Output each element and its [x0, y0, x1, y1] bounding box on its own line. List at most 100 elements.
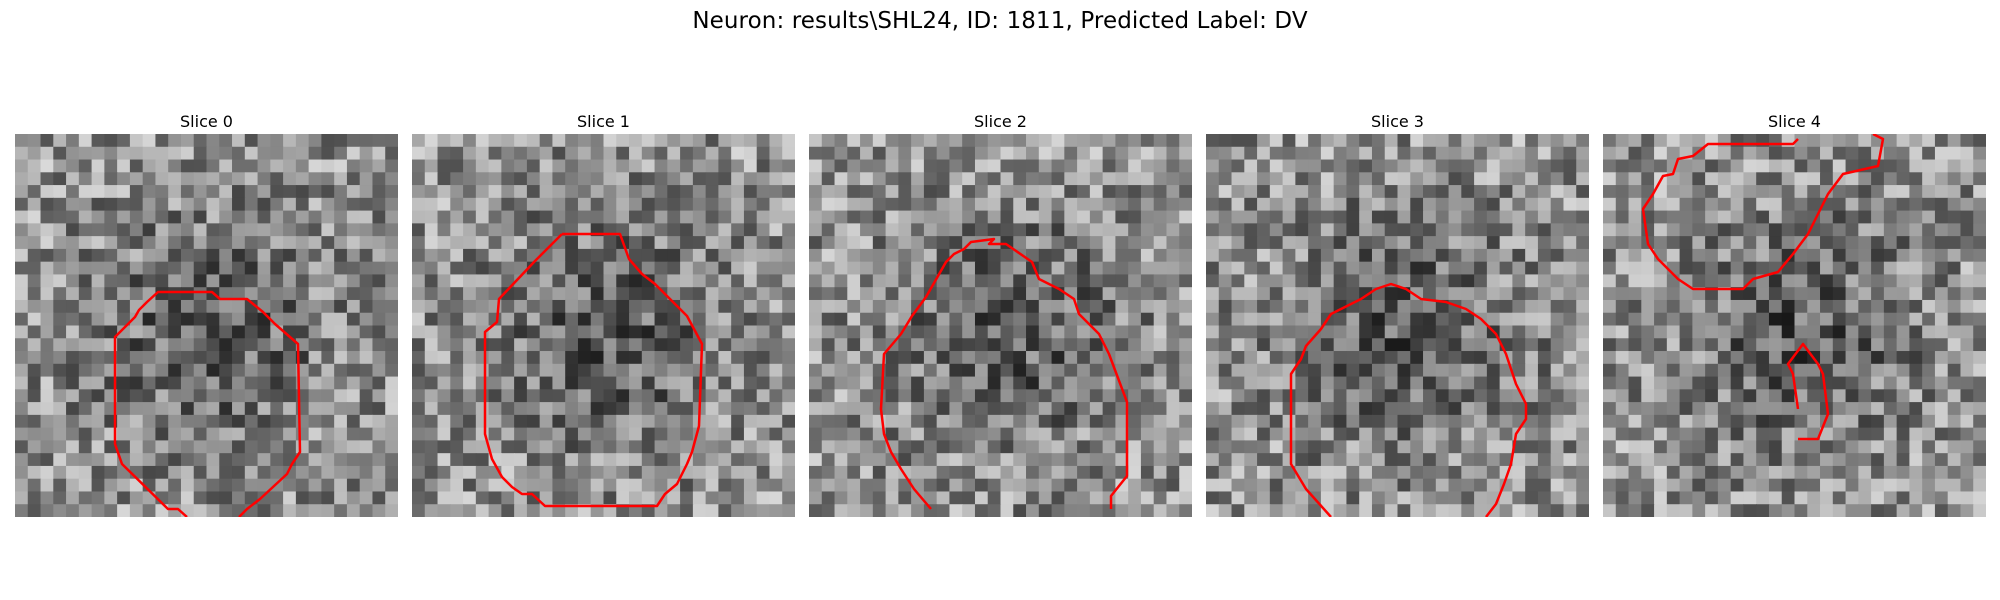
slice-pixel	[860, 440, 874, 454]
slice-pixel	[1128, 197, 1142, 212]
slice-pixel	[450, 504, 464, 517]
slice-pixel	[1922, 338, 1936, 352]
slice-pixel	[809, 491, 823, 505]
slice-pixel	[1128, 389, 1142, 403]
slice-pixel	[743, 185, 758, 199]
slice-pixel	[1628, 440, 1642, 454]
slice-pixel	[1603, 478, 1617, 493]
slice-pixel	[1909, 402, 1923, 416]
slice-pixel	[1231, 504, 1245, 517]
slice-pixel	[53, 338, 67, 352]
slice-pixel	[936, 197, 951, 212]
slice-pixel	[501, 210, 515, 224]
slice-pixel	[1244, 236, 1258, 250]
slice-pixel	[1871, 351, 1885, 365]
slice-pixel	[450, 134, 464, 148]
slice-pixel	[1486, 389, 1501, 403]
slice-pixel	[346, 465, 361, 480]
slice-pixel	[629, 376, 643, 390]
slice-pixel	[1423, 325, 1437, 339]
slice-pixel	[1435, 389, 1450, 403]
slice-pixel	[193, 465, 208, 480]
slice-pixel	[1038, 172, 1053, 186]
slice-pixel	[1794, 376, 1808, 390]
slice-pixel	[1922, 185, 1936, 199]
slice-pixel	[629, 236, 643, 250]
slice-pixel	[1461, 197, 1475, 212]
slice-pixel	[885, 134, 899, 148]
slice-pixel	[1257, 134, 1271, 148]
slice-pixel	[66, 287, 80, 301]
slice-pixel	[1820, 299, 1834, 314]
slice-pixel	[731, 159, 745, 173]
slice-pixel	[1654, 414, 1668, 429]
slice-pixel	[923, 134, 938, 148]
slice-pixel	[1089, 363, 1104, 378]
slice-pixel	[244, 427, 259, 441]
slice-pixel	[321, 491, 335, 505]
slice-pixel	[577, 274, 592, 288]
slice-pixel	[1206, 223, 1220, 237]
slice-pixel	[552, 427, 566, 441]
slice-pixel	[1730, 287, 1745, 301]
slice-pixel	[1947, 453, 1962, 467]
slice-pixel	[1666, 146, 1681, 161]
slice-pixel	[1550, 351, 1565, 365]
slice-pixel	[1628, 274, 1642, 288]
slice-pixel	[117, 427, 131, 441]
slice-pixel	[104, 325, 118, 339]
slice-pixel	[847, 287, 861, 301]
slice-pixel	[1461, 427, 1475, 441]
slice-pixel	[1717, 287, 1732, 301]
slice-pixel	[78, 248, 93, 263]
slice-pixel	[155, 376, 169, 390]
slice-pixel	[731, 134, 745, 148]
slice-pixel	[667, 427, 681, 441]
slice-pixel	[1525, 299, 1539, 314]
slice-pixel	[1922, 453, 1936, 467]
slice-pixel	[1257, 146, 1271, 161]
slice-pixel	[450, 299, 464, 314]
slice-pixel	[962, 491, 976, 505]
slice-pixel	[1666, 274, 1681, 288]
slice-pixel	[949, 376, 963, 390]
slice-pixel	[1756, 236, 1770, 250]
slice-pixel	[1845, 287, 1859, 301]
slice-pixel	[1140, 440, 1155, 454]
slice-pixel	[911, 185, 925, 199]
slice-pixel	[142, 210, 157, 224]
slice-pixel	[1973, 236, 1986, 250]
slice-pixel	[872, 261, 887, 276]
slice-pixel	[1128, 376, 1142, 390]
slice-pixel	[629, 414, 643, 429]
slice-pixel	[1794, 325, 1808, 339]
slice-pixel	[1410, 325, 1424, 339]
slice-pixel	[603, 338, 617, 352]
slice-pixel	[641, 287, 656, 301]
slice-pixel	[1743, 376, 1757, 390]
slice-pixel	[782, 172, 795, 186]
slice-pixel	[1934, 312, 1949, 327]
slice-pixel	[705, 248, 719, 263]
slice-pixel	[1896, 363, 1910, 378]
slice-pixel	[641, 210, 656, 224]
slice-pixel	[603, 210, 617, 224]
slice-pixel	[1807, 325, 1821, 339]
slice-pixel	[603, 185, 617, 199]
slice-pixel	[514, 146, 528, 161]
slice-pixel	[1166, 478, 1180, 493]
slice-pixel	[437, 223, 451, 237]
slice-pixel	[987, 351, 1002, 365]
slice-pixel	[1883, 453, 1898, 467]
slice-pixel	[834, 389, 848, 403]
slice-pixel	[308, 159, 322, 173]
slice-pixel	[885, 185, 899, 199]
slice-pixel	[1730, 491, 1745, 505]
slice-pixel	[142, 402, 157, 416]
slice-pixel	[974, 504, 989, 517]
slice-pixel	[834, 274, 848, 288]
slice-pixel	[1038, 312, 1053, 327]
slice-pixel	[1089, 376, 1104, 390]
slice-pixel	[372, 159, 386, 173]
slice-pixel	[1346, 427, 1360, 441]
